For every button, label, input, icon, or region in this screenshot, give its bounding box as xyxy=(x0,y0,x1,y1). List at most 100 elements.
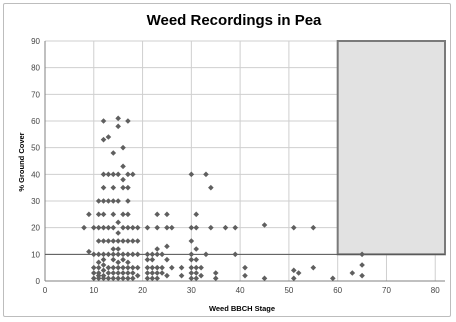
data-point xyxy=(95,198,102,204)
x-tick-label: 30 xyxy=(187,286,196,295)
data-point xyxy=(330,275,336,282)
data-point xyxy=(115,171,121,178)
data-point xyxy=(125,224,131,231)
data-point xyxy=(188,251,195,258)
data-point xyxy=(115,198,121,204)
data-point xyxy=(110,251,117,258)
data-point xyxy=(134,238,141,244)
data-point xyxy=(203,251,209,258)
data-point xyxy=(134,224,141,231)
data-point xyxy=(134,272,141,279)
data-point xyxy=(120,144,126,151)
tick-labels: 0 10 20 30 40 50 60 70 80 0 10 20 30 40 50 60 70 80 90 xyxy=(31,37,440,295)
data-point xyxy=(310,224,317,231)
data-point xyxy=(154,275,160,282)
data-point xyxy=(208,224,214,231)
data-point xyxy=(359,272,365,279)
data-point xyxy=(188,238,195,244)
data-point xyxy=(100,238,107,244)
data-point xyxy=(110,184,117,191)
y-tick-label: 10 xyxy=(31,250,40,259)
data-point xyxy=(115,238,121,244)
data-point xyxy=(149,275,156,282)
data-point xyxy=(100,224,107,231)
data-point xyxy=(105,171,112,178)
data-point xyxy=(95,264,102,271)
data-point xyxy=(105,251,112,258)
data-point xyxy=(188,256,195,263)
data-point xyxy=(144,264,151,271)
data-point xyxy=(125,211,131,218)
data-point xyxy=(159,264,165,271)
data-point xyxy=(115,264,121,271)
data-point xyxy=(100,275,107,282)
data-point xyxy=(169,224,175,231)
data-point xyxy=(125,198,131,204)
data-point xyxy=(105,270,112,276)
data-point xyxy=(125,264,131,271)
data-point xyxy=(125,238,131,244)
data-point xyxy=(125,184,131,191)
data-point xyxy=(105,275,112,282)
x-tick-label: 0 xyxy=(43,286,48,295)
data-point xyxy=(100,171,107,178)
data-point xyxy=(120,176,126,183)
data-point xyxy=(261,222,268,228)
y-tick-label: 0 xyxy=(36,277,41,286)
data-point xyxy=(95,224,102,231)
data-point xyxy=(159,270,165,276)
data-point xyxy=(193,264,200,271)
data-point xyxy=(120,224,126,231)
grid-lines xyxy=(45,40,445,281)
data-point xyxy=(110,171,117,178)
data-point xyxy=(95,211,102,218)
y-tick-label: 70 xyxy=(31,90,40,99)
data-point xyxy=(95,275,102,282)
data-point xyxy=(125,275,131,282)
data-point xyxy=(188,224,195,231)
data-point xyxy=(193,256,200,263)
chart-frame: Weed Recordings in Pea 0 10 20 30 40 50 60 70 80… xyxy=(3,3,451,317)
data-point xyxy=(193,270,200,276)
data-point xyxy=(105,238,112,244)
data-point xyxy=(130,270,136,276)
data-point xyxy=(144,251,151,258)
data-point xyxy=(188,264,195,271)
y-tick-label: 80 xyxy=(31,64,40,73)
data-point xyxy=(144,224,151,231)
data-point xyxy=(193,275,200,282)
data-point xyxy=(120,275,126,282)
data-point xyxy=(178,272,185,279)
data-point xyxy=(90,275,97,282)
data-point xyxy=(125,118,131,124)
data-point xyxy=(154,264,160,271)
data-point xyxy=(120,251,126,258)
data-points xyxy=(81,115,365,282)
axes xyxy=(44,41,445,282)
data-point xyxy=(188,275,195,282)
data-point xyxy=(86,248,92,255)
y-tick-label: 60 xyxy=(31,117,40,126)
data-point xyxy=(164,243,170,250)
data-point xyxy=(110,198,117,204)
data-point xyxy=(130,238,136,244)
data-point xyxy=(164,256,170,263)
data-point xyxy=(115,259,121,266)
x-tick-label: 70 xyxy=(382,286,391,295)
scatter-chart: Weed Recordings in Pea 0 10 20 30 40 50 60 70 80… xyxy=(17,12,446,313)
x-tick-label: 60 xyxy=(333,286,342,295)
data-point xyxy=(130,275,136,282)
data-point xyxy=(120,163,126,170)
data-point xyxy=(154,270,160,276)
data-point xyxy=(149,264,156,271)
data-point xyxy=(134,251,141,258)
data-point xyxy=(100,262,107,268)
data-point xyxy=(100,198,107,204)
data-point xyxy=(120,238,126,244)
data-point xyxy=(90,224,97,231)
data-point xyxy=(154,251,160,258)
shaded-region xyxy=(336,40,446,256)
data-point xyxy=(100,118,107,124)
data-point xyxy=(90,251,97,258)
data-point xyxy=(115,123,121,130)
